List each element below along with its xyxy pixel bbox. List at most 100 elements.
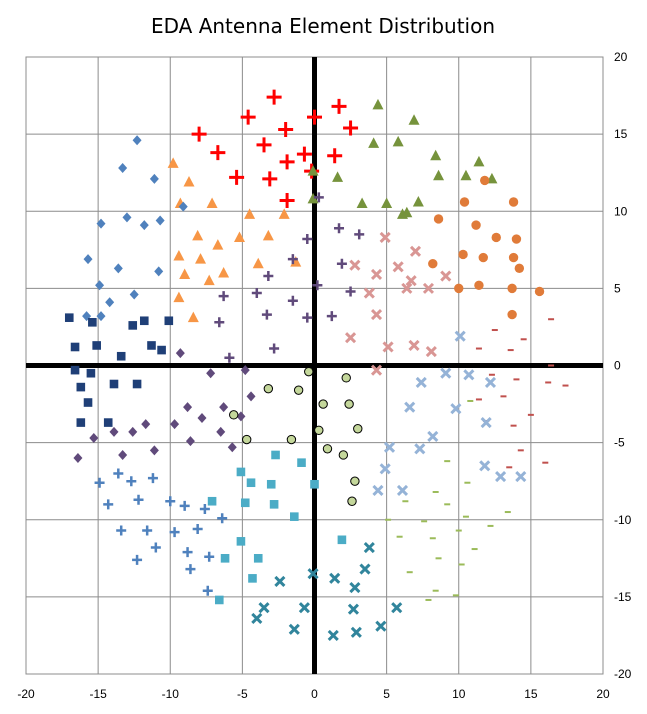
- hollow-circle-point: [314, 425, 324, 435]
- square-point: [116, 351, 126, 361]
- square-point: [83, 398, 93, 407]
- triangle-point: [356, 197, 368, 209]
- x-point: [379, 231, 391, 244]
- plus-point: [142, 525, 153, 536]
- plus-point: [132, 554, 143, 565]
- diamond-point: [109, 426, 119, 437]
- diamond-point: [141, 419, 151, 430]
- series-group: [345, 231, 452, 376]
- diamond-point: [236, 411, 246, 422]
- plus-point: [217, 513, 228, 524]
- square-point: [248, 574, 257, 583]
- diamond-point: [219, 402, 229, 413]
- square-point: [88, 318, 97, 327]
- triangle-point: [401, 206, 413, 218]
- x-tick-label: -10: [162, 687, 180, 701]
- triangle-point: [408, 114, 420, 125]
- square-point: [64, 313, 74, 322]
- plus-point: [279, 192, 295, 208]
- square-point: [310, 479, 319, 489]
- plus-point: [218, 291, 229, 302]
- x-point: [415, 376, 427, 389]
- square-point: [139, 316, 149, 326]
- x-point: [350, 626, 362, 638]
- x-point: [454, 330, 466, 342]
- hollow-circle-point: [293, 385, 304, 395]
- x-point: [404, 401, 416, 413]
- square-point: [147, 341, 156, 350]
- circle-point: [507, 309, 517, 320]
- square-point: [92, 341, 101, 350]
- square-point: [266, 479, 276, 489]
- x-point: [345, 332, 357, 344]
- diamond-point: [73, 453, 83, 464]
- x-point: [298, 602, 310, 614]
- y-tick-label: -15: [614, 590, 632, 604]
- triangle-point: [433, 169, 445, 181]
- series-group: [214, 192, 365, 363]
- triangle-point: [307, 192, 319, 204]
- plus-point: [147, 473, 158, 484]
- square-point: [253, 554, 263, 563]
- plus-point: [191, 126, 207, 142]
- plus-point: [150, 542, 161, 553]
- diamond-point: [170, 419, 180, 430]
- y-tick-label: -20: [614, 667, 632, 681]
- hollow-circle-point: [347, 496, 357, 506]
- triangle-point: [372, 98, 384, 110]
- plus-point: [296, 146, 312, 162]
- plus-point: [199, 503, 210, 514]
- x-point: [408, 339, 420, 352]
- square-point: [269, 500, 279, 509]
- square-point: [207, 496, 217, 506]
- circle-point: [514, 263, 525, 274]
- square-point: [128, 321, 138, 330]
- circle-point: [459, 197, 470, 207]
- diamond-point: [185, 436, 195, 447]
- x-point: [479, 460, 491, 472]
- x-point: [515, 470, 527, 483]
- x-point: [372, 484, 384, 497]
- diamond-point: [128, 426, 138, 437]
- x-point: [347, 603, 360, 615]
- plus-point: [302, 234, 313, 245]
- plus-point: [210, 145, 226, 161]
- series-group: [94, 468, 228, 596]
- y-tick-label: 15: [614, 127, 628, 141]
- x-point: [405, 275, 417, 287]
- hollow-circle-point: [344, 399, 354, 409]
- square-point: [246, 478, 256, 488]
- plus-point: [116, 525, 127, 536]
- diamond-point: [216, 426, 226, 437]
- series-group: [385, 399, 511, 601]
- diamond-point: [227, 442, 237, 453]
- plus-point: [240, 109, 256, 125]
- plus-point: [251, 288, 262, 299]
- series-group: [64, 313, 174, 427]
- chart-title: EDA Antenna Element Distribution: [151, 14, 495, 38]
- plus-point: [224, 352, 235, 363]
- triangle-point: [244, 208, 256, 219]
- plus-point: [94, 477, 105, 488]
- square-point: [164, 316, 174, 326]
- diamond-point: [122, 212, 132, 223]
- square-point: [70, 365, 80, 375]
- x-point: [450, 403, 462, 415]
- plus-point: [214, 317, 225, 328]
- y-tick-label: 20: [614, 50, 628, 64]
- plus-point: [192, 524, 203, 535]
- plus-point: [302, 312, 313, 323]
- triangle-point: [368, 137, 380, 148]
- x-point: [370, 364, 383, 376]
- square-point: [271, 450, 280, 460]
- x-point: [349, 259, 361, 271]
- hollow-circle-point: [318, 399, 328, 409]
- hollow-circle-point: [242, 434, 252, 445]
- x-point: [370, 309, 383, 321]
- plus-point: [169, 527, 180, 538]
- hollow-circle-point: [353, 424, 363, 434]
- y-tick-label: 10: [614, 204, 628, 218]
- series-group: [251, 541, 403, 641]
- triangle-point: [212, 239, 224, 250]
